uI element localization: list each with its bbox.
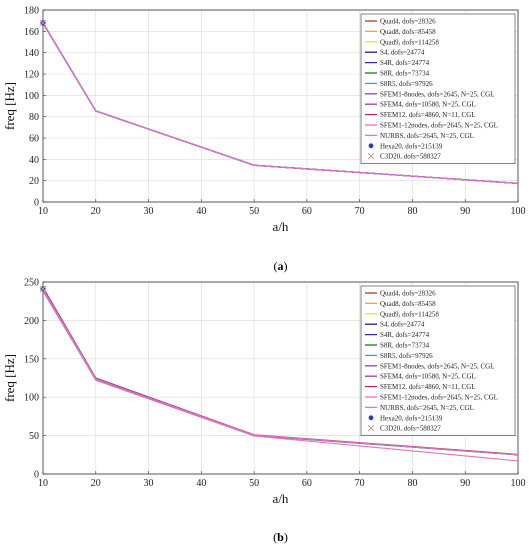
legend-entry: SFEM4, dofs=10580, N=25, CGL: [380, 101, 476, 109]
y-tick-label: 80: [29, 112, 39, 123]
y-tick-label: 0: [34, 470, 39, 481]
legend-entry: C3D20, dofs=588327: [380, 153, 441, 161]
legend-entry: SFEM4, dofs=10580, N=25, CGL: [380, 373, 476, 381]
data-point-c3d20: [39, 19, 47, 27]
x-tick-label: 50: [249, 478, 259, 489]
panel-caption: (b): [273, 530, 288, 544]
legend-entry: SFEM1-12nodes, dofs=2645, N=25, CGL: [380, 394, 498, 402]
legend-entry: SFEM12, dofs=4860, N=11, CGL: [380, 383, 476, 391]
x-tick-label: 80: [407, 206, 417, 217]
x-tick-label: 90: [460, 206, 470, 217]
series-line-11: [42, 290, 519, 462]
chart-panel-2: 10 20 30 40 50 60 70 80 90 100 0 50 100 150 200 250 a/h f…: [2, 278, 526, 545]
x-tick-label: 60: [302, 206, 312, 217]
chart-panel-1: 10 20 30 40 50 60 70 80 90 100 0 20 40 60 80 100 120 140 1…: [2, 6, 526, 274]
series-line-12: [42, 288, 519, 456]
legend-entry: SFEM1-8nodes, dofs=2645, N=25, CGL: [380, 362, 494, 370]
x-tick-label: 40: [196, 478, 206, 489]
legend-entry: Hexa20, dofs=215139: [380, 414, 443, 422]
y-tick-label: 200: [24, 316, 39, 327]
legend-entry: NURBS, dofs=2645, N=25, CGL: [380, 404, 474, 412]
x-tick-label: 20: [91, 206, 101, 217]
y-tick-label: 150: [24, 354, 39, 365]
legend-entry: S8R, dofs=73734: [380, 342, 430, 350]
legend-entry: S8R5, dofs=97926: [380, 80, 433, 88]
x-tick-label: 100: [511, 206, 526, 217]
legend-entry: S8R5, dofs=97926: [380, 352, 433, 360]
axes-box: [42, 281, 519, 475]
legend-entry: Quad8, dofs=85458: [380, 300, 436, 308]
legend-box: [360, 13, 516, 164]
legend-entry: SFEM1-12nodes, dofs=2645, N=25, CGL: [380, 122, 498, 130]
x-tick-label: 30: [144, 206, 154, 217]
legend-entry: Quad9, dofs=114258: [380, 38, 439, 46]
legend-entry: Hexa20, dofs=215139: [380, 142, 443, 150]
x-axis-label: a/h: [273, 491, 289, 506]
y-tick-label: 120: [24, 70, 39, 81]
legend-entry: S4, dofs=24774: [380, 321, 425, 329]
legend-entry: Quad4, dofs=28326: [380, 18, 436, 26]
y-tick-label: 250: [24, 278, 39, 289]
legend-entry: Quad8, dofs=85458: [380, 28, 436, 36]
legend-entry: SFEM12, dofs=4860, N=11, CGL: [380, 111, 476, 119]
y-tick-label: 20: [29, 176, 39, 187]
legend-entry: S4R, dofs=24774: [380, 59, 430, 67]
x-tick-label: 20: [91, 478, 101, 489]
y-tick-label: 180: [24, 6, 39, 17]
x-tick-label: 40: [196, 206, 206, 217]
legend: Quad4, dofs=28326 Quad8, dofs=85458 Quad9,…: [360, 13, 516, 164]
legend-swatch-x: [367, 424, 375, 432]
x-tick-label: 10: [38, 478, 48, 489]
y-tick-label: 160: [24, 27, 39, 38]
x-tick-label: 90: [460, 478, 470, 489]
series-line-12: [42, 23, 519, 184]
legend-entry: SFEM1-8nodes, dofs=2645, N=25, CGL: [380, 90, 494, 98]
x-tick-label: 100: [511, 478, 526, 489]
legend-swatch-dot: [368, 415, 374, 421]
y-tick-label: 50: [29, 431, 39, 442]
legend: Quad4, dofs=28326 Quad8, dofs=85458 Quad9,…: [360, 285, 516, 436]
legend-entry: S4, dofs=24774: [380, 49, 425, 57]
x-tick-label: 10: [38, 206, 48, 217]
legend-box: [360, 285, 516, 436]
panel-caption: (a): [274, 259, 288, 273]
x-axis-label: a/h: [273, 219, 289, 234]
x-tick-label: 70: [355, 478, 365, 489]
y-tick-label: 0: [34, 198, 39, 209]
legend-swatch-x: [367, 152, 375, 160]
y-tick-label: 140: [24, 48, 39, 59]
legend-entry: Quad4, dofs=28326: [380, 290, 436, 298]
legend-entry: S4R, dofs=24774: [380, 331, 430, 339]
y-tick-label: 100: [24, 393, 39, 404]
x-tick-label: 60: [302, 478, 312, 489]
x-tick-label: 50: [249, 206, 259, 217]
y-axis-label: freq [Hz]: [2, 354, 17, 402]
legend-entry: NURBS, dofs=2645, N=25, CGL: [380, 132, 474, 140]
axes-box: [42, 9, 519, 203]
data-point-c3d20: [39, 285, 47, 293]
x-tick-label: 30: [144, 478, 154, 489]
y-axis-label: freq [Hz]: [2, 82, 17, 130]
legend-entry: S8R, dofs=73734: [380, 70, 430, 78]
legend-entry: Quad9, dofs=114258: [380, 310, 439, 318]
x-tick-label: 70: [355, 206, 365, 217]
x-tick-label: 80: [407, 478, 417, 489]
y-tick-label: 60: [29, 134, 39, 145]
y-tick-label: 100: [24, 91, 39, 102]
legend-entry: C3D20, dofs=588327: [380, 425, 441, 433]
legend-swatch-dot: [368, 143, 374, 149]
y-tick-label: 40: [29, 155, 39, 166]
